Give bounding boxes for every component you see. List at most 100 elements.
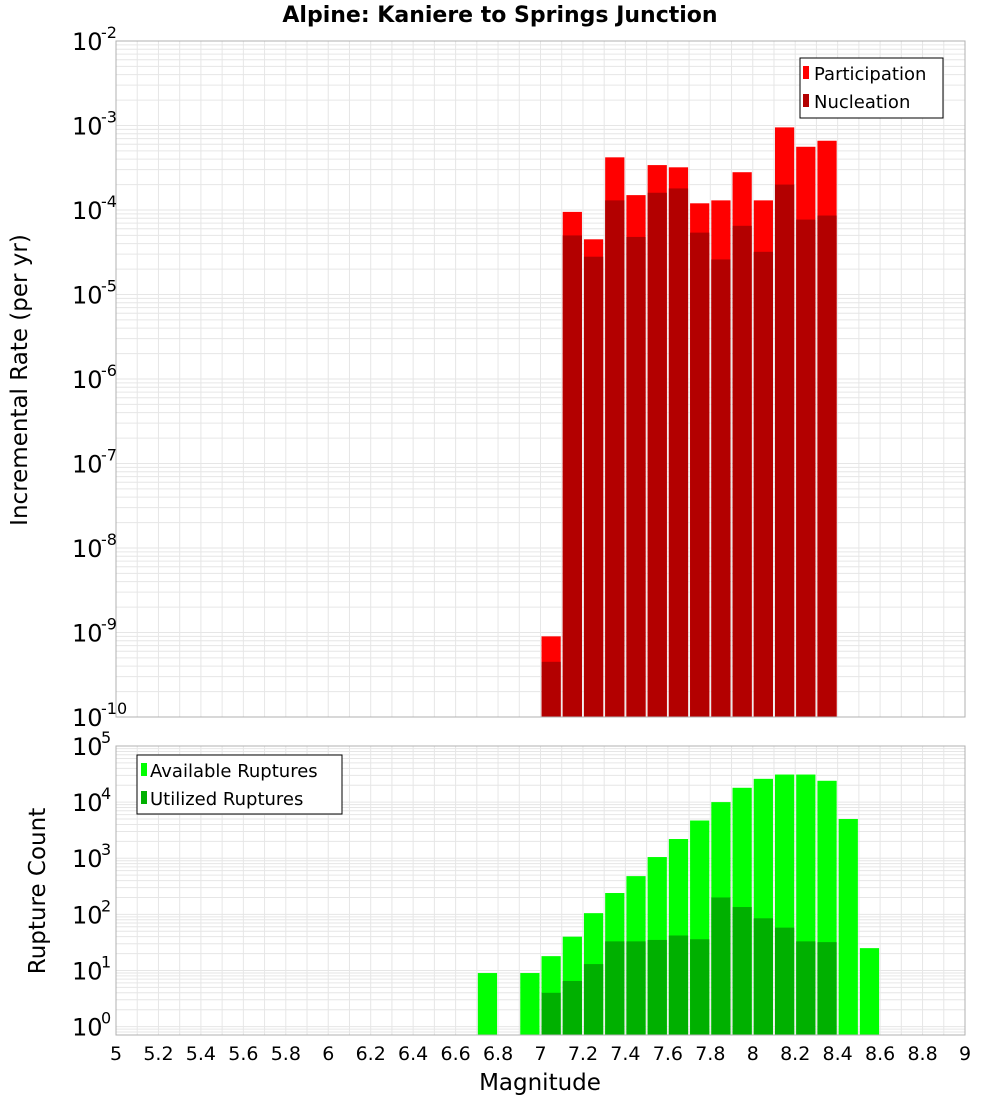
rate-y-tick-exponent: -10 [101, 699, 127, 718]
count-y-tick-label: 105 [72, 728, 111, 761]
rate-bar-nucleation [711, 259, 731, 717]
rate-y-tick-base: 10 [72, 704, 103, 732]
count-y-tick-exponent: 3 [101, 840, 111, 859]
rate-y-tick-label: 10-3 [72, 108, 117, 141]
rate-bar-nucleation [732, 225, 752, 717]
count-bar-utilized-ruptures [583, 964, 604, 1035]
x-tick-label: 7.8 [695, 1043, 725, 1065]
rate-y-tick-base: 10 [72, 197, 103, 225]
count-bar-utilized-ruptures [605, 941, 625, 1035]
rate-bar-nucleation [605, 200, 625, 718]
x-tick-label: 6.4 [398, 1043, 428, 1065]
count-y-tick-base: 10 [72, 789, 103, 817]
count-bar-utilized-ruptures [690, 939, 710, 1035]
count-bar-utilized-ruptures [753, 918, 773, 1035]
legend-swatch-utilized [141, 791, 147, 804]
x-tick-label: 6 [322, 1043, 334, 1065]
x-tick-label: 5.6 [228, 1043, 258, 1065]
count-bar-utilized-ruptures [541, 992, 561, 1035]
count-y-axis-label: Rupture Count [25, 808, 51, 974]
rate-y-tick-label: 10-8 [72, 530, 117, 563]
x-tick-label: 8.2 [780, 1043, 810, 1065]
count-bar-available-ruptures [520, 973, 540, 1035]
x-tick-label: 6.2 [356, 1043, 386, 1065]
x-tick-label: 7 [534, 1043, 546, 1065]
x-tick-label: 7.2 [568, 1043, 598, 1065]
count-bar-utilized-ruptures [626, 941, 646, 1035]
rate-bar-nucleation [583, 256, 604, 717]
count-y-tick-base: 10 [72, 1014, 103, 1042]
count-y-tick-base: 10 [72, 845, 103, 873]
rate-y-tick-exponent: -3 [101, 108, 117, 127]
legend-swatch-nucleation [803, 94, 809, 107]
rate-y-tick-base: 10 [72, 282, 103, 310]
count-legend-box [136, 754, 343, 815]
x-tick-label: 6.8 [483, 1043, 513, 1065]
rate-y-tick-exponent: -2 [101, 23, 117, 42]
rate-bar-nucleation [647, 192, 667, 718]
count-bar-utilized-ruptures [668, 935, 689, 1035]
count-y-tick-exponent: 0 [101, 1009, 111, 1028]
rate-y-tick-label: 10-2 [72, 23, 117, 56]
rate-y-tick-label: 10-10 [72, 699, 127, 732]
count-y-tick-label: 100 [72, 1009, 111, 1042]
count-y-tick-exponent: 1 [101, 952, 111, 971]
legend-swatch-available [141, 763, 147, 776]
x-tick-label: 5.4 [186, 1043, 216, 1065]
count-bar-utilized-ruptures [774, 927, 795, 1035]
rate-bar-nucleation [753, 251, 773, 717]
x-tick-label: 8.6 [865, 1043, 895, 1065]
count-bar-utilized-ruptures [817, 942, 837, 1035]
rate-bars [541, 127, 837, 718]
rate-legend: Participation Nucleation [799, 57, 944, 119]
x-tick-label: 7.4 [610, 1043, 640, 1065]
rate-y-tick-exponent: -7 [101, 446, 117, 465]
rate-y-tick-exponent: -6 [101, 361, 117, 380]
count-y-tick-label: 103 [72, 840, 111, 873]
x-ticks: 5 5.2 5.4 5.6 5.8 6 6.2 6.4 6.6 6.8 7 7.2 7.4 7.6 7.8 8… [110, 1043, 971, 1065]
rate-y-tick-label: 10-4 [72, 192, 117, 225]
rate-bar-nucleation [774, 184, 795, 717]
rate-bar-nucleation [541, 661, 561, 717]
legend-label-participation: Participation [814, 64, 926, 85]
legend-label-utilized: Utilized Ruptures [150, 789, 303, 810]
x-tick-label: 8 [747, 1043, 759, 1065]
count-bar-utilized-ruptures [647, 939, 667, 1035]
count-y-tick-label: 102 [72, 896, 111, 929]
rate-y-tick-exponent: -8 [101, 530, 117, 549]
legend-swatch-participation [803, 66, 809, 79]
rate-y-tick-base: 10 [72, 28, 103, 56]
x-tick-label: 7.6 [653, 1043, 683, 1065]
count-plot-frame [115, 745, 966, 1036]
rate-y-tick-label: 10-5 [72, 277, 117, 310]
rate-y-tick-base: 10 [72, 366, 103, 394]
legend-label-available: Available Ruptures [150, 761, 318, 782]
rate-y-tick-base: 10 [72, 113, 103, 141]
rate-bar-nucleation [817, 215, 837, 717]
count-bar-available-ruptures [838, 819, 858, 1035]
rate-y-tick-base: 10 [72, 535, 103, 563]
count-bar-utilized-ruptures [796, 941, 816, 1035]
count-bar-available-ruptures [477, 973, 498, 1035]
rate-y-ticks: 10-210-310-410-510-610-710-810-910-10 [72, 23, 127, 732]
x-tick-label: 9 [959, 1043, 971, 1065]
count-y-tick-exponent: 2 [101, 896, 111, 915]
count-bars [477, 774, 880, 1035]
x-tick-label: 6.6 [440, 1043, 470, 1065]
x-axis-label: Magnitude [479, 1070, 601, 1096]
count-y-tick-base: 10 [72, 957, 103, 985]
x-tick-label: 8.8 [907, 1043, 937, 1065]
rate-y-tick-exponent: -4 [101, 192, 117, 211]
rate-y-tick-base: 10 [72, 451, 103, 479]
rate-y-axis-label: Incremental Rate (per yr) [7, 234, 33, 526]
rate-plot-frame [115, 40, 966, 718]
count-y-tick-exponent: 5 [101, 728, 111, 747]
x-tick-label: 8.4 [823, 1043, 853, 1065]
count-legend: Available Ruptures Utilized Ruptures [136, 754, 343, 815]
rate-y-tick-exponent: -5 [101, 277, 117, 296]
count-y-tick-exponent: 4 [101, 784, 111, 803]
